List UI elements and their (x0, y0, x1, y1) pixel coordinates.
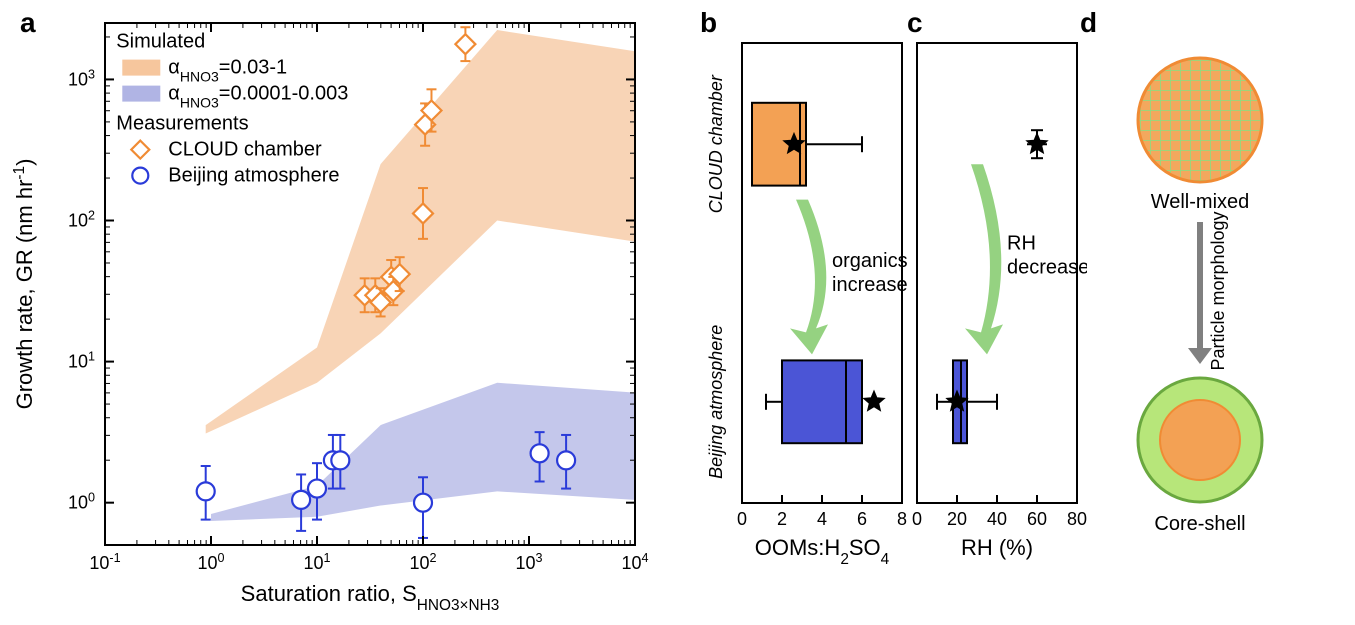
svg-text:4: 4 (817, 509, 827, 529)
svg-text:Measurements: Measurements (116, 113, 248, 135)
svg-text:20: 20 (947, 509, 967, 529)
svg-text:0: 0 (737, 509, 747, 529)
svg-text:increase: increase (832, 274, 908, 296)
panel-b-chart: b 0 2 4 6 8 OOMs:H2SO4 CLOUD chamber Beijing atm… (692, 0, 912, 621)
svg-text:c: c (907, 7, 923, 38)
svg-text:a: a (20, 7, 36, 38)
svg-text:Beijing atmosphere: Beijing atmosphere (706, 325, 726, 479)
svg-text:102: 102 (409, 551, 436, 573)
svg-text:Saturation ratio, SHNO3×NH3: Saturation ratio, SHNO3×NH3 (241, 581, 500, 614)
svg-text:60: 60 (1027, 509, 1047, 529)
svg-text:b: b (700, 7, 717, 38)
svg-text:0: 0 (912, 509, 922, 529)
svg-text:102: 102 (68, 209, 95, 231)
svg-text:Growth rate, GR (nm hr-1): Growth rate, GR (nm hr-1) (11, 159, 38, 410)
panel-d-diagram: d Well-mixedParticle morphology Core-shell (1080, 0, 1355, 621)
svg-text:103: 103 (68, 67, 95, 89)
svg-text:Well-mixed: Well-mixed (1151, 191, 1250, 213)
svg-text:103: 103 (515, 551, 542, 573)
svg-text:decrease: decrease (1007, 256, 1087, 278)
svg-text:40: 40 (987, 509, 1007, 529)
svg-text:αHNO3=0.0001-0.003: αHNO3=0.0001-0.003 (168, 83, 348, 111)
svg-text:10-1: 10-1 (89, 551, 120, 573)
svg-text:d: d (1080, 7, 1097, 38)
svg-text:101: 101 (68, 350, 95, 372)
svg-text:8: 8 (897, 509, 907, 529)
panel-c-chart: c020406080RH (%)RHdecrease (907, 0, 1087, 621)
svg-text:RH: RH (1007, 232, 1036, 254)
svg-text:CLOUD chamber: CLOUD chamber (706, 74, 726, 213)
svg-text:104: 104 (621, 551, 648, 573)
svg-text:RH (%): RH (%) (961, 535, 1033, 560)
svg-text:organics: organics (832, 250, 908, 272)
svg-text:100: 100 (197, 551, 224, 573)
svg-text:Particle morphology: Particle morphology (1208, 211, 1228, 370)
svg-text:100: 100 (68, 491, 95, 513)
svg-text:101: 101 (303, 551, 330, 573)
svg-text:CLOUD chamber: CLOUD chamber (168, 139, 322, 161)
panel-a-chart: a 10-1 100 101 102 103 104 100 101 102 103 Saturati… (0, 0, 665, 625)
svg-text:2: 2 (777, 509, 787, 529)
svg-text:αHNO3=0.03-1: αHNO3=0.03-1 (168, 57, 287, 85)
svg-text:Simulated: Simulated (116, 31, 205, 53)
svg-text:Beijing atmosphere: Beijing atmosphere (168, 165, 339, 187)
svg-text:Core-shell: Core-shell (1154, 513, 1245, 535)
svg-text:6: 6 (857, 509, 867, 529)
svg-text:OOMs:H2SO4: OOMs:H2SO4 (755, 535, 890, 568)
